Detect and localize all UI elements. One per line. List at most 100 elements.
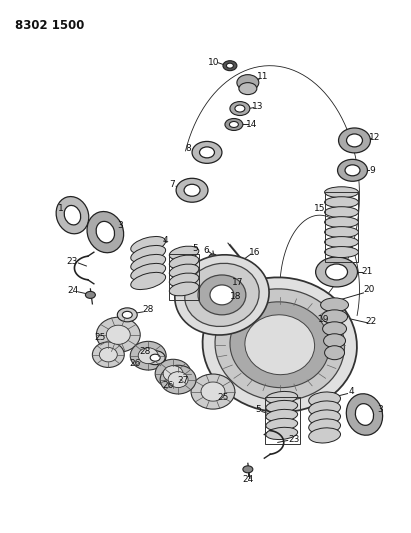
Ellipse shape — [87, 212, 124, 253]
Ellipse shape — [198, 275, 246, 315]
Ellipse shape — [345, 165, 360, 176]
Ellipse shape — [346, 394, 383, 435]
Ellipse shape — [169, 246, 199, 260]
Text: 28: 28 — [143, 305, 154, 314]
Ellipse shape — [309, 392, 340, 407]
Ellipse shape — [131, 237, 166, 254]
Ellipse shape — [169, 264, 199, 278]
Ellipse shape — [266, 427, 298, 440]
Ellipse shape — [56, 197, 89, 234]
Ellipse shape — [325, 247, 358, 257]
Ellipse shape — [203, 277, 357, 412]
Ellipse shape — [96, 221, 115, 243]
Text: 4: 4 — [349, 387, 354, 396]
Ellipse shape — [346, 134, 363, 147]
Ellipse shape — [316, 257, 358, 287]
Ellipse shape — [225, 118, 243, 131]
Ellipse shape — [160, 365, 196, 394]
Text: 8302 1500: 8302 1500 — [15, 19, 84, 32]
Ellipse shape — [230, 302, 330, 387]
Text: 25: 25 — [217, 393, 229, 402]
Ellipse shape — [226, 63, 233, 68]
Text: 24: 24 — [68, 286, 79, 295]
Ellipse shape — [201, 382, 225, 401]
Ellipse shape — [245, 315, 314, 375]
Text: 10: 10 — [208, 58, 220, 67]
Ellipse shape — [210, 285, 234, 305]
Text: 24: 24 — [242, 475, 254, 484]
Ellipse shape — [325, 217, 358, 228]
Text: 22: 22 — [366, 317, 377, 326]
Ellipse shape — [155, 359, 191, 388]
Ellipse shape — [85, 292, 95, 298]
Text: 20: 20 — [364, 285, 375, 294]
Ellipse shape — [185, 263, 259, 327]
Ellipse shape — [321, 310, 348, 324]
Ellipse shape — [169, 273, 199, 287]
Ellipse shape — [325, 187, 358, 198]
Ellipse shape — [150, 354, 160, 361]
Ellipse shape — [230, 102, 250, 116]
Ellipse shape — [321, 298, 349, 312]
Ellipse shape — [191, 374, 235, 409]
Ellipse shape — [325, 237, 358, 247]
Ellipse shape — [323, 334, 346, 348]
Ellipse shape — [106, 325, 130, 344]
Ellipse shape — [356, 403, 374, 425]
Ellipse shape — [199, 147, 215, 158]
Text: 28: 28 — [139, 347, 151, 356]
Text: 7: 7 — [169, 180, 175, 189]
Text: 13: 13 — [252, 102, 263, 111]
Ellipse shape — [266, 391, 298, 403]
Text: 19: 19 — [318, 316, 329, 324]
Ellipse shape — [215, 289, 344, 401]
Ellipse shape — [176, 179, 208, 202]
Ellipse shape — [131, 272, 166, 289]
Text: 12: 12 — [369, 133, 380, 142]
Ellipse shape — [145, 351, 165, 365]
Ellipse shape — [175, 255, 269, 335]
Ellipse shape — [266, 418, 298, 431]
Ellipse shape — [309, 401, 340, 416]
Ellipse shape — [64, 205, 81, 225]
Text: 4: 4 — [162, 236, 168, 245]
Ellipse shape — [184, 184, 200, 196]
Text: 26: 26 — [129, 359, 141, 368]
Ellipse shape — [325, 197, 358, 208]
Ellipse shape — [325, 227, 358, 238]
Text: 23: 23 — [288, 435, 299, 444]
Ellipse shape — [325, 346, 344, 360]
Text: 5: 5 — [255, 405, 261, 414]
Text: 16: 16 — [249, 247, 261, 256]
Ellipse shape — [323, 322, 346, 336]
Ellipse shape — [239, 83, 257, 94]
Ellipse shape — [138, 348, 158, 364]
Text: 14: 14 — [246, 120, 258, 129]
Ellipse shape — [122, 311, 132, 318]
Ellipse shape — [325, 207, 358, 217]
Ellipse shape — [163, 366, 183, 382]
Text: 3: 3 — [118, 221, 123, 230]
Ellipse shape — [131, 254, 166, 272]
Ellipse shape — [337, 159, 367, 181]
Text: 3: 3 — [378, 405, 383, 414]
Ellipse shape — [96, 317, 140, 352]
Ellipse shape — [168, 372, 188, 387]
Ellipse shape — [192, 141, 222, 163]
Text: 23: 23 — [67, 256, 78, 265]
Text: 1: 1 — [58, 204, 63, 213]
Ellipse shape — [117, 308, 137, 322]
Ellipse shape — [309, 410, 340, 425]
Ellipse shape — [235, 105, 245, 112]
Ellipse shape — [131, 246, 166, 263]
Bar — [325, 192, 358, 262]
Ellipse shape — [209, 254, 217, 260]
Text: 25: 25 — [95, 333, 106, 342]
Bar — [265, 397, 300, 445]
Text: 8: 8 — [185, 144, 191, 153]
Ellipse shape — [131, 263, 166, 280]
Ellipse shape — [237, 75, 259, 91]
Text: 9: 9 — [369, 166, 375, 175]
Ellipse shape — [99, 348, 117, 362]
Ellipse shape — [266, 409, 298, 422]
